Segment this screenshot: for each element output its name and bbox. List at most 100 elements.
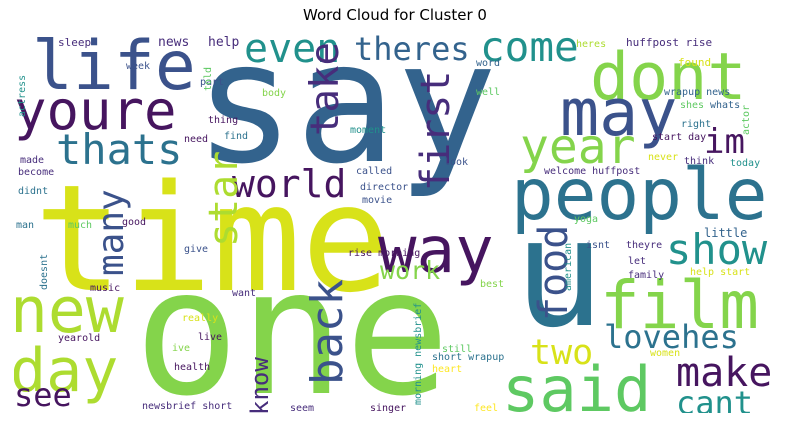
word: first: [413, 70, 459, 191]
word: thing: [208, 115, 239, 126]
word: seem: [290, 403, 315, 414]
word: heart: [432, 364, 463, 375]
word: life: [32, 31, 196, 106]
word: week: [126, 61, 151, 72]
word: good: [122, 217, 147, 228]
word: want: [232, 288, 257, 299]
word: called: [356, 166, 393, 177]
word: take: [303, 42, 348, 136]
word: isnt: [586, 240, 611, 251]
word: youre: [14, 79, 177, 142]
word: star: [201, 150, 247, 247]
word: heres: [576, 39, 607, 50]
word: theres: [354, 31, 470, 68]
word: year: [520, 119, 636, 175]
word: know: [246, 357, 274, 413]
chart-title: Word Cloud for Cluster 0: [303, 6, 487, 24]
word: music: [90, 283, 121, 294]
word: help start: [690, 267, 751, 278]
word: morning newsbrief: [413, 302, 424, 405]
word: need: [184, 134, 209, 145]
word: family: [628, 270, 665, 281]
word: wrapup news: [664, 87, 731, 98]
word: time: [34, 153, 391, 325]
word: huffpost rise: [626, 36, 713, 49]
word: lovehes: [604, 318, 739, 356]
word: body: [262, 88, 287, 99]
word: say: [194, 31, 498, 201]
word: see: [14, 376, 72, 413]
word: u: [514, 187, 605, 361]
word: sleep: [58, 36, 92, 49]
word: word: [476, 58, 501, 69]
word: little: [704, 226, 748, 240]
word: shes: [680, 100, 705, 111]
word: singer: [370, 403, 407, 414]
word: find: [224, 131, 249, 142]
word: im: [704, 122, 745, 162]
word: director: [360, 182, 409, 193]
word: day: [14, 336, 119, 406]
word: movie: [362, 195, 393, 206]
word: thats: [56, 125, 183, 174]
word: dont: [590, 40, 747, 115]
word: rise morning: [348, 248, 421, 259]
word: think: [684, 156, 715, 167]
word: made: [20, 155, 45, 166]
word: yearold: [58, 333, 101, 344]
word-cloud: say time one u people life youre dont ma…: [14, 31, 777, 413]
word: even: [244, 31, 341, 72]
word: yoga: [574, 214, 599, 225]
word: people: [511, 153, 768, 236]
word: start day: [652, 132, 707, 143]
word: way: [378, 214, 494, 288]
word: two: [530, 333, 594, 373]
word: whats: [710, 100, 741, 111]
word: back: [302, 279, 353, 385]
word: health: [174, 362, 211, 373]
word: work: [380, 256, 441, 285]
word: today: [730, 158, 761, 169]
word: told: [203, 66, 214, 91]
word: may: [560, 76, 678, 151]
word: right: [681, 119, 712, 130]
word: women: [650, 348, 681, 359]
word: come: [480, 31, 579, 71]
word: still: [442, 344, 473, 355]
word: well: [476, 87, 501, 98]
word: doesnt: [39, 253, 50, 290]
word: best: [480, 279, 505, 290]
word: man: [16, 220, 35, 231]
word: look: [444, 157, 469, 168]
word: show: [666, 225, 768, 274]
word: said: [502, 353, 652, 414]
word: american: [563, 242, 574, 291]
word: give: [184, 244, 209, 255]
word: part: [200, 77, 225, 88]
word: film: [600, 267, 759, 344]
word: make: [676, 350, 773, 396]
word: much: [68, 220, 93, 231]
word: didnt: [18, 186, 49, 197]
word: short wrapup: [432, 352, 505, 363]
word: new: [14, 274, 124, 347]
word: found: [678, 56, 712, 69]
word: live: [198, 332, 223, 343]
word: cant: [676, 384, 754, 413]
word: theyre: [626, 240, 663, 251]
word: actor: [741, 104, 752, 135]
word: help: [208, 35, 240, 50]
word: one: [134, 232, 451, 413]
word: let: [628, 256, 647, 267]
word: feel: [474, 403, 499, 414]
word: welcome huffpost: [544, 166, 641, 177]
word: really: [182, 313, 219, 324]
word: many: [91, 189, 132, 276]
word: news: [158, 35, 190, 50]
word: moment: [350, 125, 387, 136]
word: world: [232, 162, 347, 206]
word: newsbrief short: [142, 401, 233, 412]
word: become: [18, 167, 55, 178]
word: actress: [17, 74, 28, 117]
word: never: [648, 152, 679, 163]
